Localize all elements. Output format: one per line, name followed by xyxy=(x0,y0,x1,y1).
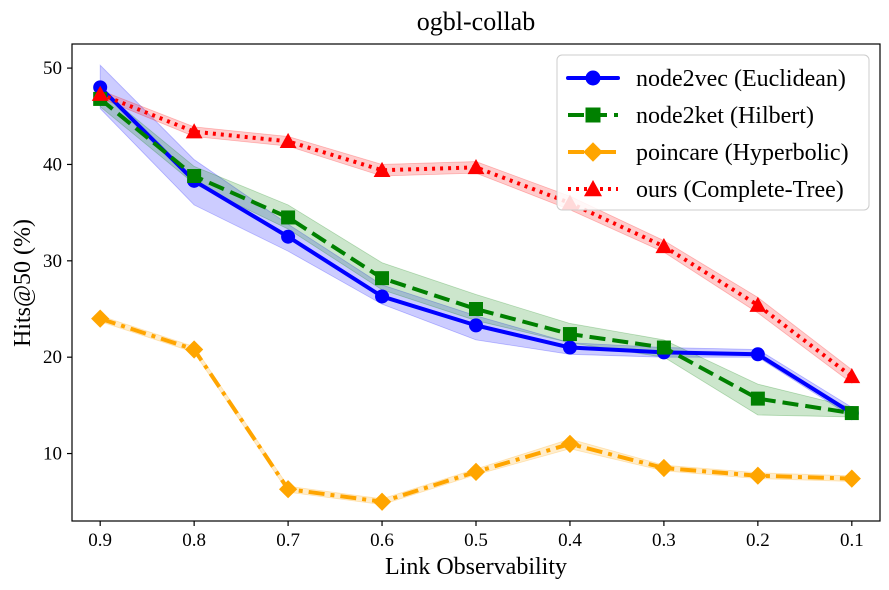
y-tick-label-3: 40 xyxy=(43,154,62,175)
series-3-point-8 xyxy=(843,368,861,384)
series-1-point-8 xyxy=(844,406,859,421)
legend: node2vec (Euclidean) node2ket (Hilbert) po… xyxy=(556,54,870,211)
series-0-point-2 xyxy=(281,229,296,244)
series-1-point-1 xyxy=(187,169,202,184)
x-tick-label-8: 0.1 xyxy=(840,530,864,551)
x-tick-label-2: 0.7 xyxy=(276,530,300,551)
series-3-point-6 xyxy=(655,237,673,254)
x-tick-label-6: 0.3 xyxy=(652,530,676,551)
series-2-point-1 xyxy=(185,340,204,359)
x-tick-label-0: 0.9 xyxy=(88,530,112,551)
series-2-point-8 xyxy=(842,469,861,488)
series-0-point-4 xyxy=(469,318,483,333)
chart-title: ogbl-collab xyxy=(417,7,535,36)
y-tick-label-0: 10 xyxy=(43,444,62,465)
series-3-point-0 xyxy=(91,85,109,101)
series-1-point-4 xyxy=(469,302,483,316)
series-3-point-3 xyxy=(373,161,391,177)
series-0-point-3 xyxy=(375,289,390,304)
series-2-point-7 xyxy=(748,466,767,485)
series-1-point-2 xyxy=(281,210,296,225)
series-2-point-4 xyxy=(466,462,486,481)
series-0-point-7 xyxy=(750,347,765,362)
series-0-point-5 xyxy=(562,340,577,355)
series-2-point-6 xyxy=(654,458,674,478)
legend-marker-3 xyxy=(584,180,602,197)
plot-frame xyxy=(71,43,881,522)
x-tick-label-3: 0.6 xyxy=(370,530,394,551)
legend-marker-0 xyxy=(585,70,601,86)
legend-box xyxy=(556,54,870,211)
series-2-point-0 xyxy=(91,309,110,328)
series-2-point-3 xyxy=(372,492,392,511)
legend-marker-2 xyxy=(583,142,603,162)
series-2-point-2 xyxy=(278,480,298,499)
x-tick-label-4: 0.5 xyxy=(464,530,488,551)
y-tick-label-2: 30 xyxy=(43,251,62,272)
series-3-point-2 xyxy=(279,132,297,149)
y-tick-label-4: 50 xyxy=(43,58,62,79)
series-3-point-4 xyxy=(467,158,485,175)
series-1-point-7 xyxy=(750,391,765,406)
y-tick-label-1: 20 xyxy=(43,347,62,368)
series-3-point-1 xyxy=(185,123,203,139)
series-1-point-6 xyxy=(656,340,671,355)
x-tick-label-7: 0.2 xyxy=(746,530,770,551)
series-1-point-5 xyxy=(562,327,577,342)
legend-marker-1 xyxy=(585,107,601,123)
y-axis-label: Hits@50 (%) xyxy=(10,219,36,347)
series-1-line xyxy=(98,97,853,416)
axis-ticks: 0.9 0.8 0.7 0.6 0.5 0.4 0.3 0.2 0.1 10 20 30 40 50 xyxy=(43,58,864,551)
series-1-point-3 xyxy=(375,271,390,286)
legend-label-2: poincare (Hyperbolic) xyxy=(636,140,849,166)
x-tick-label-1: 0.8 xyxy=(182,530,206,551)
series-markers xyxy=(91,80,861,511)
x-axis-label: Link Observability xyxy=(385,554,567,580)
legend-label-3: ours (Complete-Tree) xyxy=(636,177,844,203)
x-tick-label-5: 0.4 xyxy=(558,530,582,551)
series-3-line xyxy=(99,92,854,379)
legend-label-0: node2vec (Euclidean) xyxy=(636,66,846,92)
legend-label-1: node2ket (Hilbert) xyxy=(636,103,814,129)
series-3-point-7 xyxy=(749,296,767,312)
series-2-point-5 xyxy=(560,434,580,454)
